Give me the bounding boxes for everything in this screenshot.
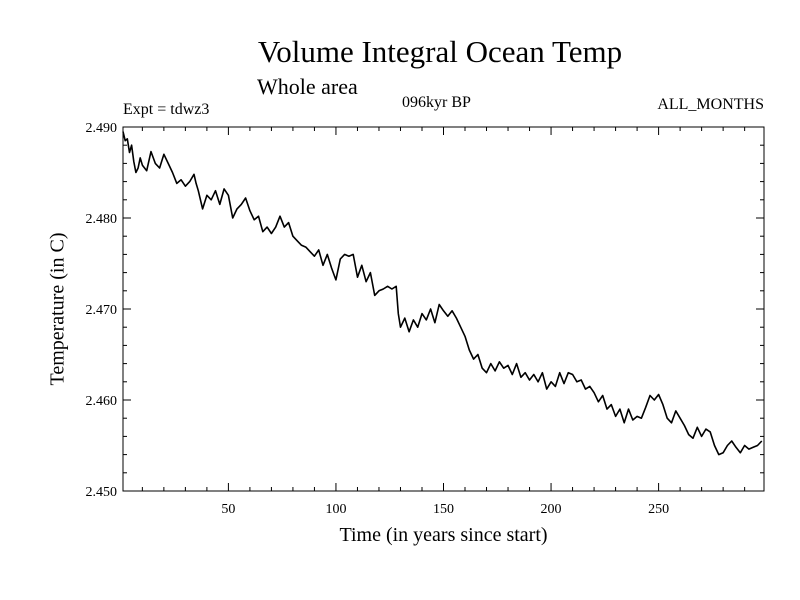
y-tick-label: 2.470 bbox=[86, 303, 118, 318]
x-tick-label: 100 bbox=[325, 502, 346, 517]
x-tick-label: 200 bbox=[541, 502, 562, 517]
axis-ticks bbox=[123, 127, 764, 491]
plot-frame bbox=[122, 126, 765, 492]
x-tick-label: 50 bbox=[221, 502, 235, 517]
period-label: 096kyr BP bbox=[402, 94, 471, 111]
tick-labels: 50 100 150 200 250 2.450 2.460 2.470 2.480 2.490 bbox=[86, 121, 670, 517]
y-tick-label: 2.460 bbox=[86, 394, 118, 409]
x-tick-label: 250 bbox=[648, 502, 669, 517]
y-tick-label: 2.450 bbox=[86, 485, 118, 500]
experiment-label: Expt = tdwz3 bbox=[123, 101, 210, 118]
y-tick-label: 2.490 bbox=[86, 121, 118, 136]
chart-title: Volume Integral Ocean Temp bbox=[257, 34, 623, 69]
y-tick-label: 2.480 bbox=[86, 212, 118, 227]
months-label: ALL_MONTHS bbox=[657, 96, 764, 113]
chart-subtitle: Whole area bbox=[257, 74, 358, 99]
x-tick-label: 150 bbox=[433, 502, 454, 517]
series-line bbox=[122, 131, 763, 456]
x-axis-label: Time (in years since start) bbox=[339, 524, 548, 546]
